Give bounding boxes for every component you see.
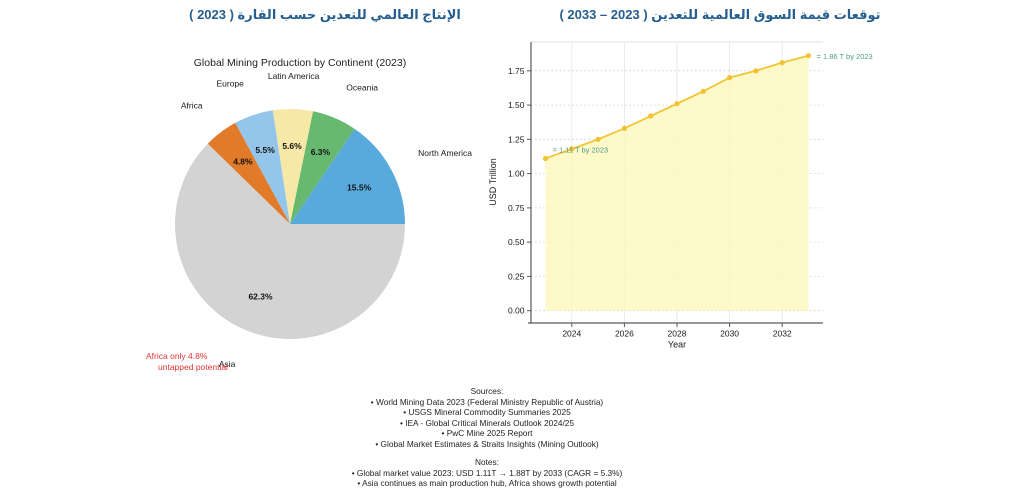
- data-point-2026: [621, 125, 628, 131]
- africa-annotation: Africa only 4.8% untapped potential: [146, 351, 228, 373]
- pie-slice-europe: [235, 110, 290, 224]
- value-annotation: = 1.11 T by 2023: [553, 146, 609, 155]
- footer: Sources: • World Mining Data 2023 (Feder…: [187, 386, 787, 489]
- pie-label-europe: Europe: [216, 79, 244, 89]
- pie-label-asia: Asia: [219, 359, 236, 369]
- notes-header: Notes:: [475, 457, 499, 467]
- y-tick-label: 1.50: [508, 100, 525, 110]
- area-fill: [545, 55, 809, 311]
- source-item: • IEA - Global Critical Minerals Outlook…: [400, 417, 574, 428]
- x-tick-label: 2032: [773, 329, 792, 339]
- data-point-2023: [542, 155, 549, 162]
- pie-label-north-america: North America: [418, 148, 472, 158]
- pie-pct-europe: 5.5%: [255, 145, 275, 155]
- africa-annotation-line2: untapped potential: [158, 362, 228, 372]
- source-item: • World Mining Data 2023 (Federal Minist…: [370, 396, 604, 407]
- pie-label-latin-america: Latin America: [268, 71, 320, 81]
- pie-slice-asia: [175, 143, 406, 340]
- data-point-2025: [595, 136, 601, 142]
- x-tick-label: 2028: [668, 329, 687, 339]
- value-annotation: = 1.86 T by 2023: [817, 52, 873, 61]
- source-item: • PwC Mine 2025 Report: [441, 428, 533, 438]
- pie-pct-oceania: 6.3%: [311, 147, 331, 157]
- data-point-2028: [674, 101, 680, 107]
- notes-list: • Global market value 2023: USD 1.11T → …: [187, 468, 787, 489]
- pie-slice-latin-america: [272, 108, 313, 224]
- source-item: • USGS Mineral Commodity Summaries 2025: [403, 407, 571, 417]
- data-point-2024: [569, 146, 575, 152]
- data-point-2033: [805, 53, 812, 59]
- pie-pct-asia: 62.3%: [248, 291, 273, 301]
- pie-chart: 15.5% North America 6.3% Oceania 5.6% Latin A…: [175, 71, 472, 369]
- note-item: • Asia continues as main production hub,…: [357, 478, 617, 488]
- note-item: • Global market value 2023: USD 1.11T → …: [351, 467, 623, 478]
- pie-pct-north-america: 15.5%: [347, 182, 372, 192]
- y-tick-label: 0.75: [508, 203, 525, 213]
- line-chart-arabic-title: توقعات قيمة السوق العالمية للتعدين ( 202…: [559, 7, 881, 22]
- pie-slice-oceania: [290, 111, 355, 224]
- data-point-2029: [700, 88, 706, 94]
- sources-list: • World Mining Data 2023 (Federal Minist…: [187, 397, 787, 450]
- pie-pct-africa: 4.8%: [233, 157, 253, 167]
- data-point-2027: [648, 113, 654, 119]
- x-tick-label: 2026: [615, 329, 634, 339]
- source-item: • Global Market Estimates & Straits Insi…: [375, 438, 599, 449]
- pie-pct-latin-america: 5.6%: [282, 141, 302, 151]
- africa-annotation-line1: Africa only 4.8%: [146, 351, 208, 361]
- y-tick-label: 1.00: [508, 169, 525, 179]
- y-tick-label: 0.25: [508, 271, 525, 281]
- sources-header: Sources:: [470, 386, 504, 396]
- x-axis-label: Year: [668, 340, 686, 350]
- y-tick-label: 1.25: [508, 134, 525, 144]
- line-chart: = 1.11 T by 2023 = 1.86 T by 2023 2024 2026…: [488, 41, 873, 350]
- x-tick-label: 2030: [720, 329, 739, 339]
- pie-label-oceania: Oceania: [346, 83, 378, 93]
- y-tick-label: 0.50: [508, 237, 525, 247]
- y-tick-label: 1.75: [508, 66, 525, 76]
- data-point-2032: [779, 60, 785, 66]
- pie-slice-africa: [207, 122, 290, 224]
- pie-chart-arabic-title: الإنتاج العالمي للتعدين حسب القارة ( 202…: [189, 7, 461, 22]
- x-tick-label: 2024: [562, 329, 581, 339]
- data-point-2030: [727, 75, 733, 81]
- pie-slice-north-america: [290, 128, 405, 224]
- y-axis-label: USD Trillion: [488, 158, 498, 206]
- pie-label-africa: Africa: [181, 100, 203, 110]
- pie-chart-title: Global Mining Production by Continent (2…: [193, 57, 407, 69]
- y-tick-label: 0.00: [508, 306, 525, 316]
- data-point-2031: [753, 68, 759, 74]
